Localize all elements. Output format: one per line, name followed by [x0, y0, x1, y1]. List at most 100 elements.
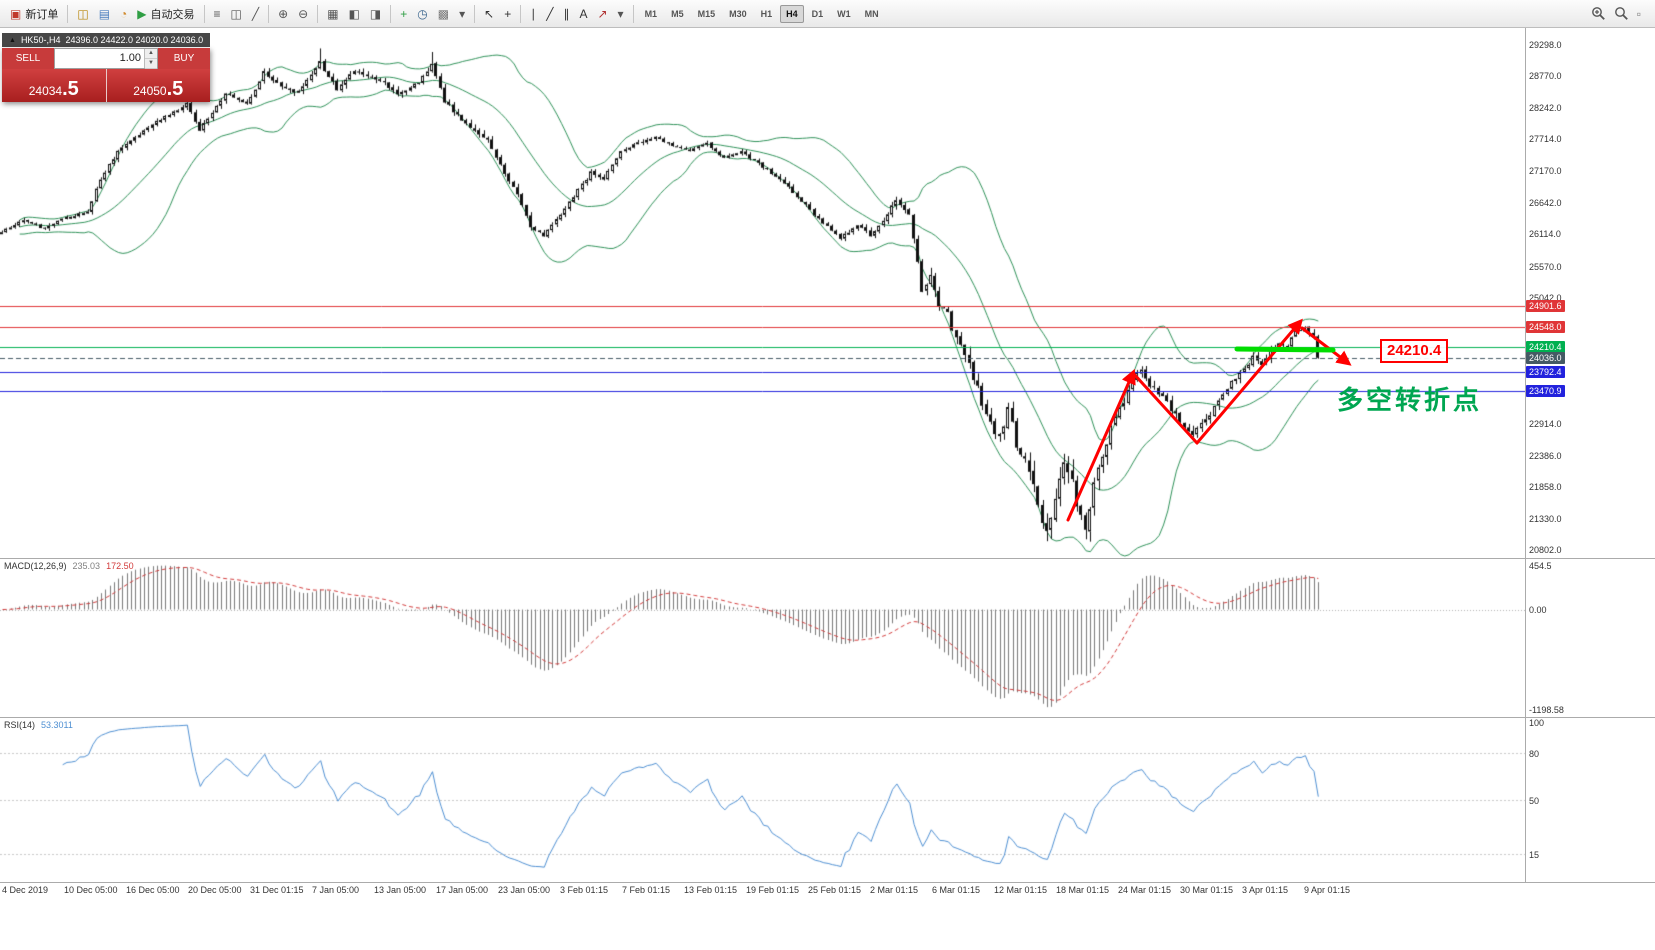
timeframe-mn-button[interactable]: MN: [864, 8, 879, 19]
rsi-panel-canvas[interactable]: [0, 718, 1525, 881]
toggle-panel-icon[interactable]: ▫: [1636, 6, 1641, 21]
rsi-panel-separator[interactable]: [0, 717, 1655, 718]
turning-point-text[interactable]: 多空转折点: [1337, 385, 1483, 415]
price-level-tag[interactable]: 24036.0: [1526, 351, 1565, 364]
timeframe-h4-button[interactable]: H4: [780, 4, 804, 23]
chart-title[interactable]: ▲ HK50-,H4 24396.0 24422.0 24020.0 24036…: [2, 33, 211, 47]
y-axis-tick: 28242.0: [1529, 102, 1562, 113]
autotrading-button[interactable]: ▶ 自动交易: [133, 3, 198, 25]
buy-price-button[interactable]: 24050.5: [106, 69, 210, 102]
price-level-tag[interactable]: 24901.6: [1526, 300, 1565, 313]
volume-down-button[interactable]: ▼: [145, 59, 157, 69]
zoom-in-icon[interactable]: ⊕: [274, 3, 292, 25]
line-chart-mode-icon[interactable]: ╱: [248, 3, 263, 25]
price-level-tag[interactable]: 24210.4: [1526, 341, 1565, 354]
equidistant-channel-icon[interactable]: ∥: [559, 3, 573, 25]
macd-panel-canvas[interactable]: [0, 559, 1525, 717]
collapse-icon[interactable]: ▲: [9, 36, 16, 44]
y-axis-tick: 21858.0: [1529, 482, 1562, 493]
x-axis-date-label: 9 Apr 01:15: [1304, 885, 1351, 895]
price-level-tag[interactable]: 23792.4: [1526, 366, 1565, 379]
tile-windows-icon-glyph: ▦: [327, 6, 339, 21]
price-level-tag[interactable]: 24548.0: [1526, 321, 1565, 334]
profiles-icon[interactable]: ▤: [95, 3, 114, 25]
zoom-out-icon[interactable]: ⊖: [294, 3, 312, 25]
new-order-button[interactable]: ▣ 新订单: [6, 3, 62, 25]
crosshair-icon-glyph: +: [504, 6, 512, 21]
x-axis-date-label: 23 Jan 05:00: [498, 885, 551, 895]
x-axis-date-label: 6 Mar 01:15: [932, 885, 981, 895]
indicators-icon[interactable]: +: [396, 3, 411, 25]
charts-icon[interactable]: ◫: [73, 3, 92, 25]
chart-shift-icon[interactable]: ◨: [366, 3, 385, 25]
rsi-indicator-label: RSI(14) 53.3011: [4, 720, 73, 730]
x-axis-date-label: 7 Jan 05:00: [312, 885, 360, 895]
chart-workspace: ▲ HK50-,H4 24396.0 24422.0 24020.0 24036…: [0, 28, 1655, 950]
macd-panel-separator[interactable]: [0, 558, 1655, 559]
vertical-line-icon-glyph: ∣: [530, 6, 537, 21]
profiles-icon-glyph: ▤: [98, 6, 111, 21]
y-axis-tick: 25042.0: [1529, 292, 1562, 303]
symbol-search-icon[interactable]: [1591, 6, 1606, 21]
trendline-icon[interactable]: ╱: [542, 3, 557, 25]
timeframe-m15-button[interactable]: M15: [697, 8, 716, 19]
auto-scroll-icon[interactable]: ◧: [345, 3, 364, 25]
y-axis-tick: 27714.0: [1529, 134, 1562, 145]
bar-chart-mode-icon[interactable]: ≡: [210, 3, 225, 25]
x-axis-date-label: 20 Dec 05:00: [188, 885, 242, 895]
search-icon[interactable]: [1614, 6, 1629, 21]
x-axis-date-label: 19 Feb 01:15: [746, 885, 800, 895]
toolbar-separator: [203, 4, 205, 23]
rsi-scale-label: 15: [1529, 849, 1540, 860]
rsi-scale-label: 100: [1529, 718, 1545, 728]
timeframe-d1-button[interactable]: D1: [811, 8, 824, 19]
timeframe-h1-button[interactable]: H1: [760, 8, 773, 19]
buy-button[interactable]: BUY: [158, 48, 210, 69]
timeframe-m30-button[interactable]: M30: [729, 8, 747, 19]
rsi-scale-label: 50: [1529, 795, 1540, 806]
text-tool-icon[interactable]: A: [575, 3, 591, 25]
price-chart-canvas[interactable]: [0, 28, 1525, 558]
rsi-scale-label: 80: [1529, 749, 1540, 759]
x-axis-date-label: 30 Mar 01:15: [1180, 885, 1234, 895]
volume-value[interactable]: 1.00: [119, 52, 141, 64]
cursor-icon[interactable]: ↖: [480, 3, 498, 25]
toolbar-right-group: ▫: [1591, 6, 1649, 21]
period-icon[interactable]: ◷: [413, 3, 431, 25]
toolbar-separator: [390, 4, 392, 23]
objects-dropdown-icon-glyph: ▾: [459, 6, 466, 21]
price-annotation-box[interactable]: 24210.4: [1380, 339, 1449, 363]
price-level-tag[interactable]: 23470.9: [1526, 385, 1565, 398]
auto-scroll-icon-glyph: ◧: [348, 6, 360, 21]
macd-scale-zero: 0.00: [1529, 604, 1547, 615]
tools-dropdown-icon[interactable]: ▾: [614, 3, 628, 25]
toolbar-separator: [632, 4, 634, 23]
vertical-line-icon[interactable]: ∣: [526, 3, 540, 25]
timeframe-m5-button[interactable]: M5: [671, 8, 684, 19]
volume-field[interactable]: 1.00 ▲ ▼: [54, 48, 158, 69]
candlestick-mode-icon-glyph: ◫: [230, 6, 242, 21]
x-axis-date-label: 18 Mar 01:15: [1056, 885, 1110, 895]
timeframe-m1-button[interactable]: M1: [644, 8, 658, 19]
objects-dropdown-icon[interactable]: ▾: [455, 3, 469, 25]
y-axis-tick: 29298.0: [1529, 40, 1562, 50]
sell-price-button[interactable]: 24034.5: [2, 69, 107, 102]
tools-dropdown-icon-glyph: ▾: [617, 6, 624, 21]
autotrading-button-label: 自动交易: [150, 8, 195, 21]
tile-windows-icon[interactable]: ▦: [323, 3, 342, 25]
y-axis-tick: 20802.0: [1529, 545, 1562, 555]
x-axis-date-label: 3 Apr 01:15: [1242, 885, 1289, 895]
sell-button[interactable]: SELL: [2, 48, 54, 69]
candlestick-mode-icon[interactable]: ◫: [227, 3, 246, 25]
objects-icon[interactable]: ▩: [434, 3, 453, 25]
arrows-tool-icon[interactable]: ↗: [593, 3, 611, 25]
objects-icon-glyph: ▩: [437, 6, 450, 21]
strategy-icon[interactable]: ◔: [116, 3, 131, 25]
volume-up-button[interactable]: ▲: [145, 49, 157, 59]
crosshair-icon[interactable]: +: [500, 3, 515, 25]
timeframe-w1-button[interactable]: W1: [837, 8, 851, 19]
x-axis-date-label: 12 Mar 01:15: [994, 885, 1048, 895]
macd-indicator-label: MACD(12,26,9) 235.03 172.50: [4, 561, 134, 571]
indicators-icon-glyph: +: [400, 6, 408, 21]
